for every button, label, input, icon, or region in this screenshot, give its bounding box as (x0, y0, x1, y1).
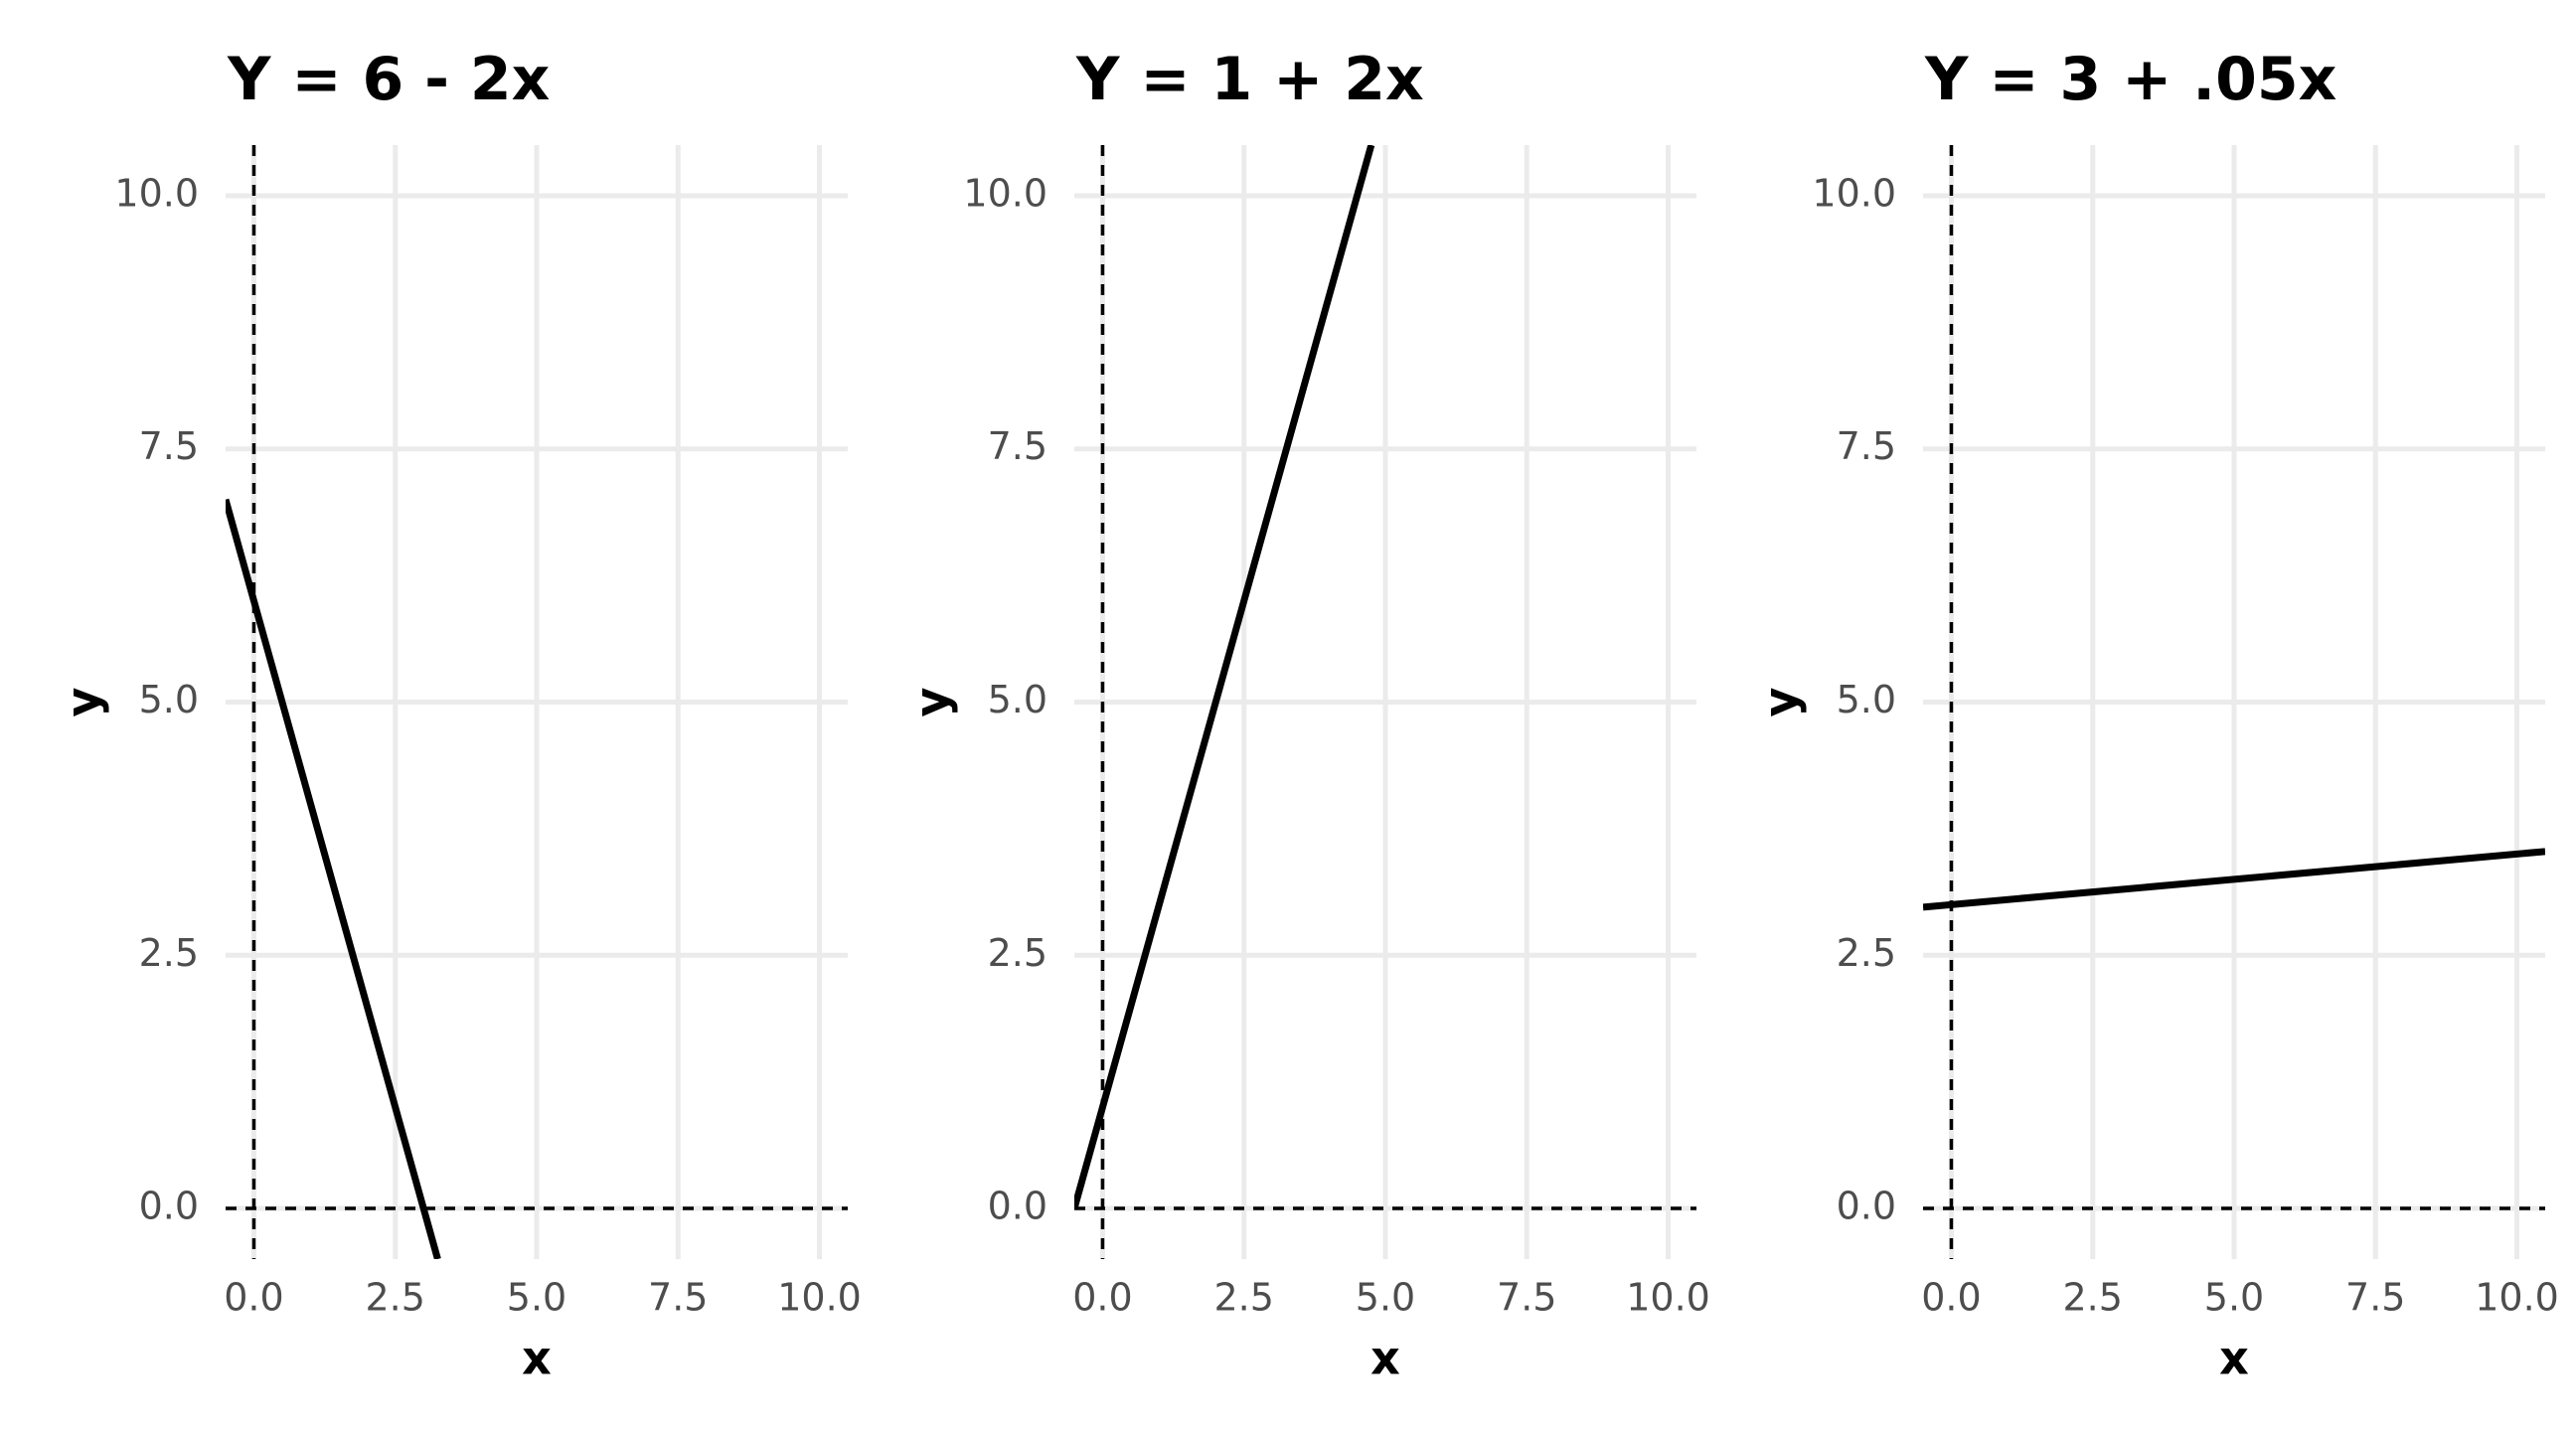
y-tick-label: 7.5 (1837, 424, 1896, 468)
y-tick-label: 2.5 (1837, 931, 1896, 975)
x-tick-label: 0.0 (1921, 1276, 1981, 1320)
y-axis-label: y (57, 688, 110, 717)
data-line (1923, 848, 2545, 911)
chart-title: Y = 6 - 2x (227, 45, 550, 114)
x-tick-label: 2.5 (1214, 1276, 1274, 1320)
y-tick-label: 7.5 (988, 424, 1047, 468)
y-tick-label: 2.5 (139, 931, 199, 975)
y-tick-label: 10.0 (963, 171, 1047, 215)
x-tick-label: 0.0 (1072, 1276, 1132, 1320)
y-tick-label: 10.0 (1812, 171, 1896, 215)
x-tick-label: 10.0 (777, 1276, 862, 1320)
data-line (1074, 145, 1375, 1209)
chart-title: Y = 1 + 2x (1075, 45, 1424, 114)
x-axis-label: x (2219, 1332, 2249, 1385)
x-tick-label: 7.5 (2345, 1276, 2405, 1320)
y-tick-label: 7.5 (139, 424, 199, 468)
y-tick-label: 5.0 (988, 678, 1047, 721)
data-line (226, 498, 441, 1259)
y-tick-label: 5.0 (1837, 678, 1896, 721)
x-tick-label: 7.5 (1497, 1276, 1556, 1320)
x-tick-label: 0.0 (224, 1276, 283, 1320)
x-tick-label: 2.5 (2063, 1276, 2123, 1320)
x-tick-label: 7.5 (648, 1276, 708, 1320)
x-tick-label: 5.0 (2204, 1276, 2264, 1320)
y-tick-label: 10.0 (114, 171, 199, 215)
x-tick-label: 10.0 (1626, 1276, 1710, 1320)
y-axis-label: y (905, 688, 959, 717)
x-axis-label: x (1370, 1332, 1400, 1385)
y-tick-label: 0.0 (1837, 1185, 1896, 1228)
x-tick-label: 5.0 (1356, 1276, 1415, 1320)
y-tick-label: 0.0 (139, 1185, 199, 1228)
x-tick-label: 10.0 (2475, 1276, 2559, 1320)
y-tick-label: 5.0 (139, 678, 199, 721)
x-axis-label: x (522, 1332, 552, 1385)
y-axis-label: y (1754, 688, 1808, 717)
y-tick-label: 2.5 (988, 931, 1047, 975)
chart-title: Y = 3 + .05x (1924, 45, 2336, 114)
x-tick-label: 2.5 (366, 1276, 425, 1320)
x-tick-label: 5.0 (507, 1276, 566, 1320)
y-tick-label: 0.0 (988, 1185, 1047, 1228)
